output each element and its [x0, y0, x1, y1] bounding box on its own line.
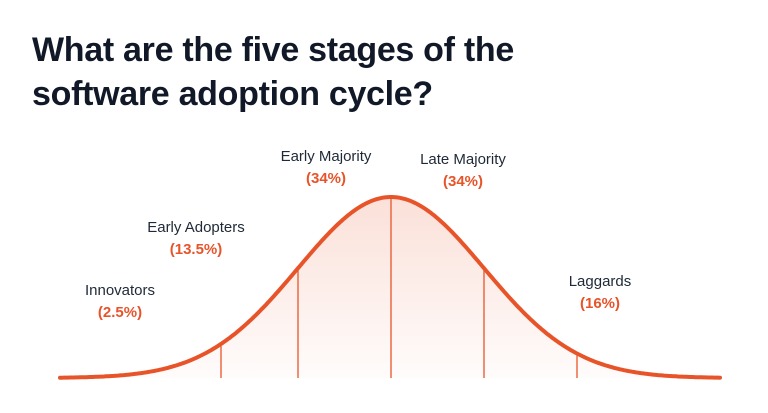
stage-percent: (2.5%) — [98, 304, 142, 321]
page-title: What are the five stages of the software… — [32, 31, 514, 113]
stage-dividers — [220, 199, 578, 378]
stage-percent: (13.5%) — [170, 241, 223, 258]
curve-area-fill — [60, 197, 720, 378]
stage-name: Early Adopters — [147, 219, 245, 236]
stage-name: Innovators — [85, 282, 155, 299]
stage-percent: (16%) — [580, 295, 620, 312]
stage-label-3: Early Majority (34%) — [281, 148, 372, 187]
stage-name: Late Majority — [420, 151, 506, 168]
stage-label-4: Late Majority (34%) — [420, 151, 506, 190]
stage-percent: (34%) — [306, 170, 346, 187]
bell-curve-line — [58, 195, 722, 380]
stage-label-2: Early Adopters (13.5%) — [147, 219, 245, 258]
stage-labels: Innovators(2.5%)Early Adopters(13.5%)Ear… — [85, 148, 631, 321]
stage-name: Laggards — [569, 273, 632, 290]
stage-label-1: Innovators (2.5%) — [85, 282, 155, 321]
stage-name: Early Majority — [281, 148, 372, 165]
stage-label-5: Laggards (16%) — [569, 273, 632, 312]
stage-percent: (34%) — [443, 173, 483, 190]
